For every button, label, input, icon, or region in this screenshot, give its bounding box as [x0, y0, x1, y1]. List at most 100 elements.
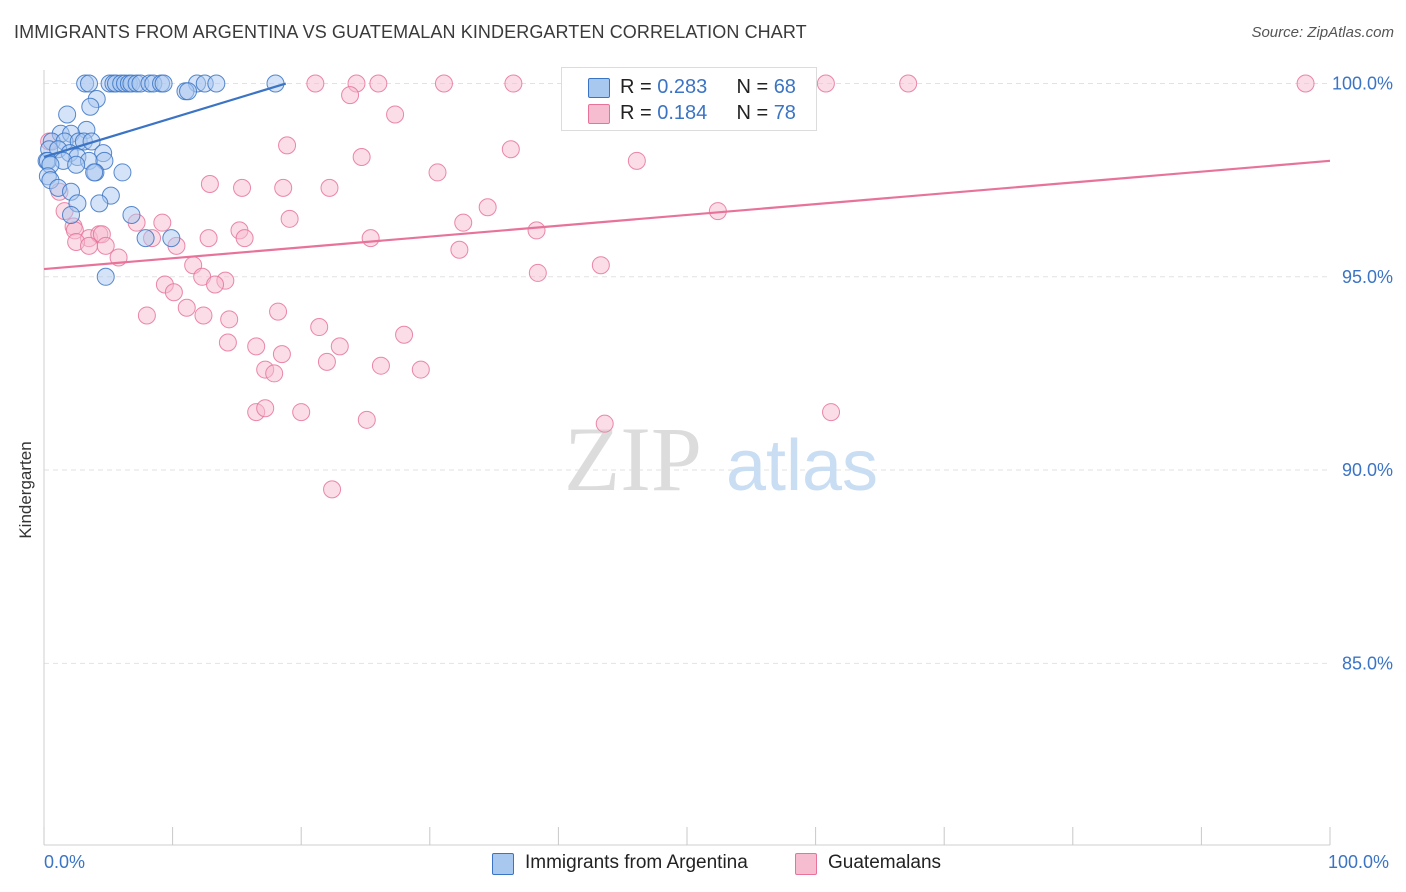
watermark-atlas: atlas [726, 426, 878, 506]
legend-r-label: R = [620, 102, 658, 124]
guatemalans-point [256, 399, 275, 418]
guatemalans-point [194, 306, 213, 325]
guatemalans-point [164, 283, 183, 302]
argentina-point [58, 105, 77, 124]
argentina-point [207, 74, 226, 93]
argentina-point [67, 155, 86, 174]
guatemalans-point [272, 345, 291, 364]
guatemalans-point [501, 140, 520, 159]
guatemalans-point [247, 337, 266, 356]
trend-lines [43, 82, 1331, 271]
legend-swatch-pink [795, 853, 817, 875]
watermark-zip: ZIP [564, 408, 702, 510]
guatemalans-point [357, 410, 376, 429]
guatemalans-point [323, 480, 342, 499]
legend-n-label: N = [736, 76, 774, 98]
y-axis-label: Kindergarten [16, 441, 35, 539]
legend-r-label: R = [620, 76, 658, 98]
legend-n-value: 68 [773, 76, 796, 98]
guatemalans-point [265, 364, 284, 383]
guatemalans-point [395, 325, 414, 344]
guatemalans-point [411, 360, 430, 379]
guatemalans-point [450, 240, 469, 259]
y-tick-labels: 85.0% 90.0% 95.0% 100.0% [1332, 74, 1393, 674]
guatemalans-point [527, 221, 546, 240]
guatemalans-point [220, 310, 239, 329]
guatemalans-point [591, 256, 610, 275]
guatemalans-point [528, 263, 547, 282]
guatemalans-point [816, 74, 835, 93]
guatemalans-point [428, 163, 447, 182]
guatemalans-point [386, 105, 405, 124]
guatemalans-point [627, 151, 646, 170]
y-tick-label: 90.0% [1342, 460, 1393, 480]
guatemalans-point [177, 298, 196, 317]
argentina-point [162, 229, 181, 248]
chart-title: IMMIGRANTS FROM ARGENTINA VS GUATEMALAN … [14, 22, 807, 42]
guatemalans-point [504, 74, 523, 93]
guatemalans-point [206, 275, 225, 294]
guatemalans-point [310, 318, 329, 337]
guatemalans-point [80, 236, 99, 255]
legend-n-value: 78 [773, 102, 796, 124]
guatemalans-point [317, 352, 336, 371]
axes [43, 70, 1331, 846]
guatemalans-point [330, 337, 349, 356]
guatemalans-point [233, 178, 252, 197]
argentina-point [154, 74, 173, 93]
legend-label-guatemalans: Guatemalans [828, 852, 942, 873]
guatemalans-point [235, 229, 254, 248]
guatemalans-point [899, 74, 918, 93]
guatemalans-point [320, 178, 339, 197]
x-tick-min: 0.0% [44, 852, 86, 872]
argentina-point [136, 229, 155, 248]
argentina-point [62, 205, 81, 224]
guatemalans-point [137, 306, 156, 325]
legend-r-value: 0.283 [657, 76, 708, 98]
legend-swatch-blue [492, 853, 514, 875]
argentina-point [122, 205, 141, 224]
y-tick-label: 100.0% [1332, 74, 1393, 94]
guatemalans-point [306, 74, 325, 93]
guatemalans-point [269, 302, 288, 321]
argentina-point [113, 163, 132, 182]
guatemalans-point [153, 213, 172, 232]
guatemalans-point [292, 403, 311, 422]
argentina-points [37, 74, 285, 286]
guatemalans-point [434, 74, 453, 93]
legend-swatch-pink [588, 104, 610, 124]
argentina-point [81, 97, 100, 116]
argentina-point [80, 74, 99, 93]
guatemalans-point [278, 136, 297, 155]
argentina-trend-line [43, 82, 287, 159]
guatemalans-trend-line [43, 159, 1331, 271]
guatemalans-point [361, 229, 380, 248]
guatemalans-point [822, 403, 841, 422]
guatemalans-point [200, 175, 219, 194]
guatemalans-point [478, 198, 497, 217]
guatemalans-point [454, 213, 473, 232]
guatemalans-point [274, 178, 293, 197]
legend-r-value: 0.184 [657, 102, 708, 124]
watermark: ZIP atlas [564, 408, 878, 510]
legend-n-label: N = [736, 102, 774, 124]
argentina-point [96, 267, 115, 286]
guatemalans-point [280, 209, 299, 228]
correlation-legend: R = 0.283 N = 68 R = 0.184 N = 78 [561, 67, 817, 131]
legend-swatch-blue [588, 78, 610, 98]
source-label: Source: ZipAtlas.com [1251, 24, 1394, 41]
guatemalans-point [218, 333, 237, 352]
guatemalans-point [96, 236, 115, 255]
x-tick-max: 100.0% [1328, 852, 1390, 872]
guatemalans-point [595, 414, 614, 433]
argentina-point [90, 194, 109, 213]
guatemalans-point [352, 147, 371, 166]
guatemalans-point [371, 356, 390, 375]
argentina-point [179, 82, 198, 101]
y-tick-label: 95.0% [1342, 267, 1393, 287]
guatemalans-point [369, 74, 388, 93]
legend-label-argentina: Immigrants from Argentina [525, 852, 748, 873]
guatemalans-point [1296, 74, 1315, 93]
argentina-point [85, 163, 104, 182]
